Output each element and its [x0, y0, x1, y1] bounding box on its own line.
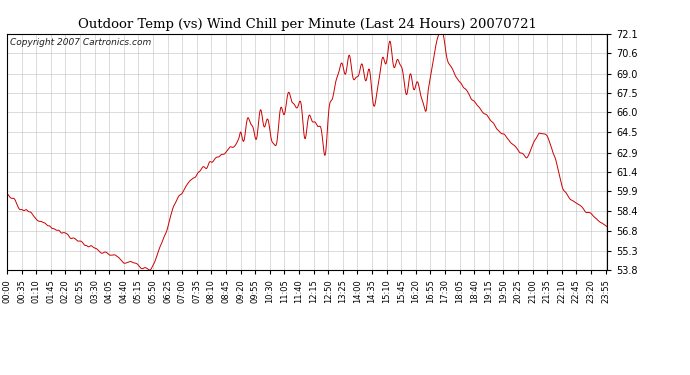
Title: Outdoor Temp (vs) Wind Chill per Minute (Last 24 Hours) 20070721: Outdoor Temp (vs) Wind Chill per Minute …: [77, 18, 537, 31]
Text: Copyright 2007 Cartronics.com: Copyright 2007 Cartronics.com: [10, 39, 151, 48]
